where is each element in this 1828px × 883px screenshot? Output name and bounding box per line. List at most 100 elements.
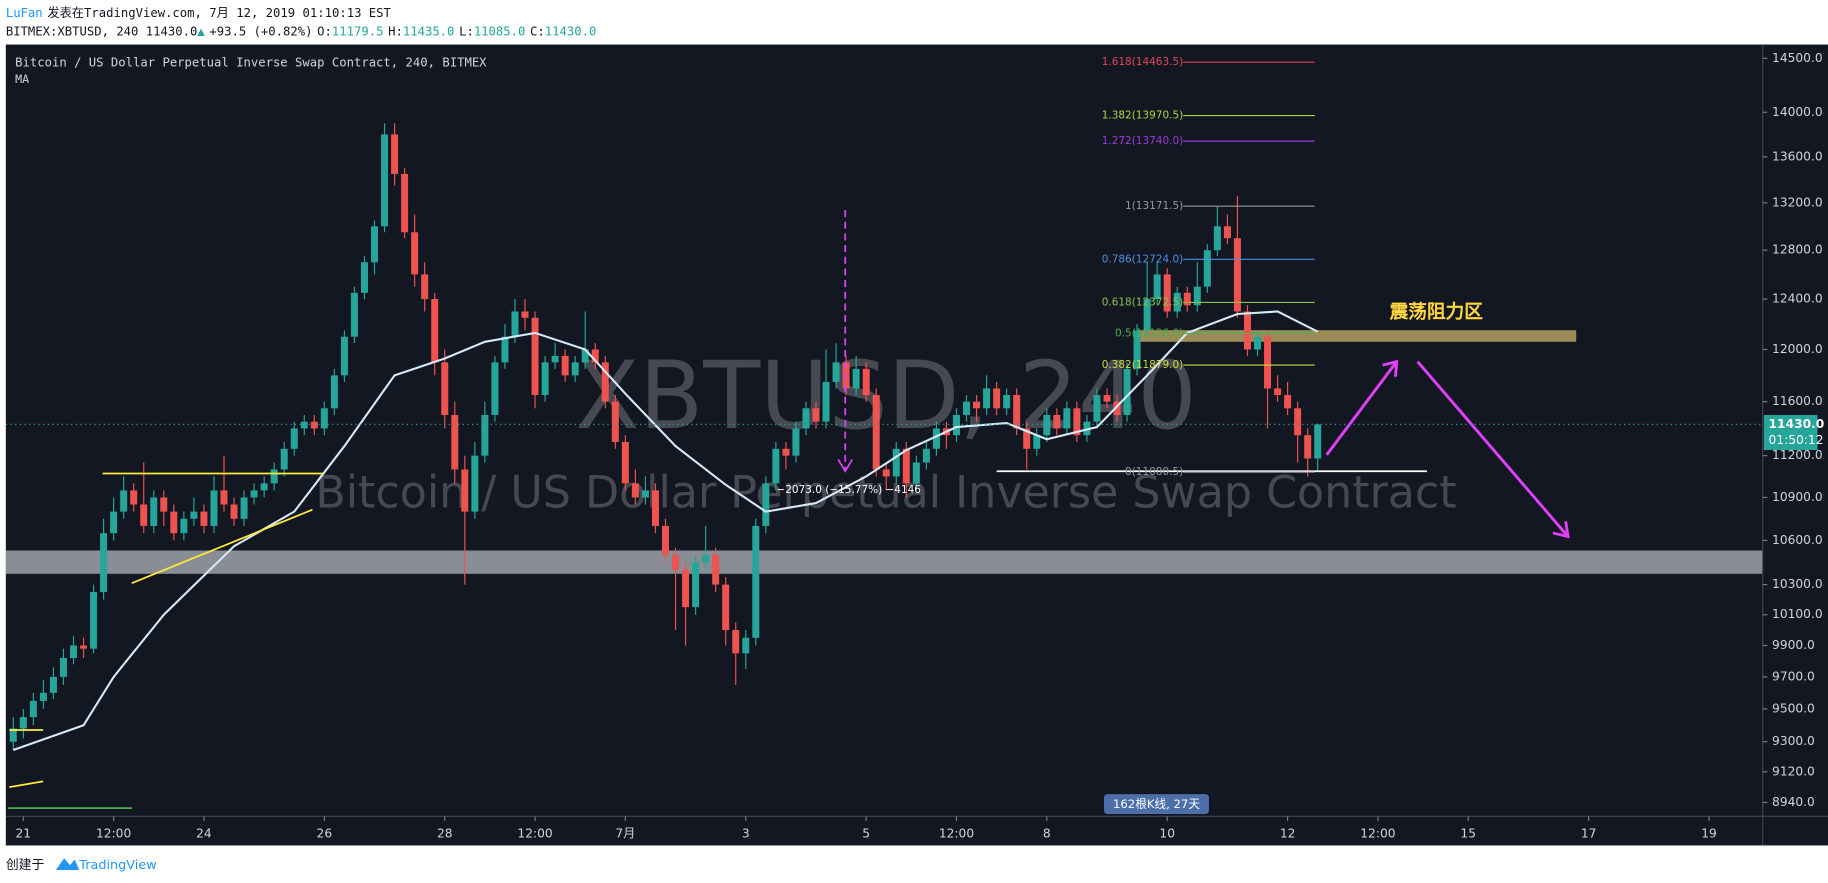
y-tick-label: 12400.0 xyxy=(1772,292,1823,306)
candle-body xyxy=(491,362,499,415)
y-tick-label: 10100.0 xyxy=(1772,607,1823,621)
y-tick-label: 13600.0 xyxy=(1772,149,1823,163)
measure-arrow xyxy=(837,459,853,473)
fib-label: 0.618(12372.5) xyxy=(1102,296,1184,308)
y-tick-label: 9500.0 xyxy=(1772,701,1815,715)
x-tick-label: 3 xyxy=(742,826,750,840)
candle-body xyxy=(571,362,579,376)
x-tick-label: 12:00 xyxy=(1360,826,1395,840)
candle-body xyxy=(9,728,17,742)
candle-body xyxy=(1314,424,1322,459)
published: 发表在TradingView.com, 7月 12, 2019 01:10:13… xyxy=(47,5,391,20)
range-label: 162根K线, 27天 xyxy=(1113,797,1200,811)
candle-body xyxy=(320,408,328,429)
candle-body xyxy=(752,525,760,638)
c-label: C: xyxy=(530,24,545,38)
candle-body xyxy=(230,504,238,519)
candle-body xyxy=(852,368,860,389)
y-tick-label: 12800.0 xyxy=(1772,243,1823,257)
candle-body xyxy=(59,658,67,677)
candle-body xyxy=(1063,408,1071,429)
candle-body xyxy=(421,274,429,300)
y-tick-label: 10600.0 xyxy=(1772,533,1823,547)
candle-body xyxy=(210,490,218,526)
candle-body xyxy=(511,311,519,337)
candle-body xyxy=(170,511,178,534)
candle-body xyxy=(1203,250,1211,287)
candle-body xyxy=(1133,330,1141,369)
forecast-arrow xyxy=(1416,360,1570,539)
fib-label: 0.786(12724.0) xyxy=(1102,253,1184,265)
candle-body xyxy=(19,717,27,729)
candle-body xyxy=(1284,395,1292,409)
footer-brand[interactable]: TradingView xyxy=(78,858,156,873)
y-tick-label: 8940.0 xyxy=(1772,795,1815,809)
x-tick-label: 8 xyxy=(1043,826,1051,840)
x-tick-label: 17 xyxy=(1581,826,1597,840)
indicator-label: MA xyxy=(15,72,29,86)
measure-label: −2073.0 (−15.77%) −4146 xyxy=(776,484,921,496)
candle-body xyxy=(862,368,870,396)
symbol: BITMEX:XBTUSD, 240 11430.0 xyxy=(6,24,198,38)
candle-body xyxy=(641,490,649,498)
candle-body xyxy=(973,401,981,409)
y-tick-label: 11200.0 xyxy=(1772,448,1823,462)
candle-body xyxy=(1143,299,1151,331)
candle-body xyxy=(110,511,118,534)
candle-body xyxy=(672,554,680,570)
candle-body xyxy=(1013,395,1021,429)
candle-body xyxy=(1003,395,1011,409)
fib-label: 1.618(14463.5) xyxy=(1102,56,1184,68)
candle-body xyxy=(431,299,439,363)
candle-body xyxy=(762,483,770,526)
candle-body xyxy=(29,700,37,718)
candle-body xyxy=(842,362,850,389)
c: 11430.0 xyxy=(545,24,597,38)
candle-body xyxy=(1193,286,1201,306)
h-label: H: xyxy=(388,24,403,38)
x-tick-label: 26 xyxy=(317,826,333,840)
y-tick-label: 12000.0 xyxy=(1772,342,1823,356)
candle-body xyxy=(150,497,158,526)
candle-body xyxy=(411,232,419,275)
candle-body xyxy=(521,311,529,318)
candle-body xyxy=(1213,226,1221,251)
x-tick-label: 24 xyxy=(196,826,212,840)
candle-body xyxy=(1023,428,1031,449)
candle-body xyxy=(1183,292,1191,306)
candle-body xyxy=(993,388,1001,409)
candle-body xyxy=(1163,274,1171,312)
candle-body xyxy=(782,448,790,456)
candle-body xyxy=(1304,435,1312,459)
candle-body xyxy=(200,511,208,526)
candle-body xyxy=(611,401,619,442)
candle-body xyxy=(401,173,409,233)
candle-body xyxy=(310,421,318,429)
x-tick-label: 7月 xyxy=(615,826,635,840)
candle-body xyxy=(882,469,890,477)
candle-body xyxy=(360,262,368,293)
y-tick-label: 14500.0 xyxy=(1772,51,1823,65)
author[interactable]: LuFan xyxy=(6,6,43,20)
candle-body xyxy=(300,421,308,429)
candle-body xyxy=(180,518,188,534)
chart-title: Bitcoin / US Dollar Perpetual Inverse Sw… xyxy=(15,56,487,70)
candle-body xyxy=(49,676,57,693)
candle-body xyxy=(1233,238,1241,312)
candle-body xyxy=(1043,414,1051,436)
candle-body xyxy=(220,490,228,505)
candle-body xyxy=(1264,336,1272,389)
candle-body xyxy=(1123,368,1131,415)
header-line: LuFan 发表在TradingView.com, 7月 12, 2019 01:… xyxy=(6,5,392,20)
candle-body xyxy=(1093,395,1101,422)
candle-body xyxy=(692,562,700,608)
ohlc-line: BITMEX:XBTUSD, 240 11430.0▲ +93.5 (+0.82%… xyxy=(6,24,597,38)
x-tick-label: 10 xyxy=(1159,826,1175,840)
candle-body xyxy=(1153,274,1161,300)
candle-body xyxy=(531,317,539,396)
candle-body xyxy=(260,483,268,491)
candle-body xyxy=(391,134,399,174)
candle-body xyxy=(682,569,690,608)
candle-body xyxy=(270,469,278,484)
candle-body xyxy=(340,336,348,376)
